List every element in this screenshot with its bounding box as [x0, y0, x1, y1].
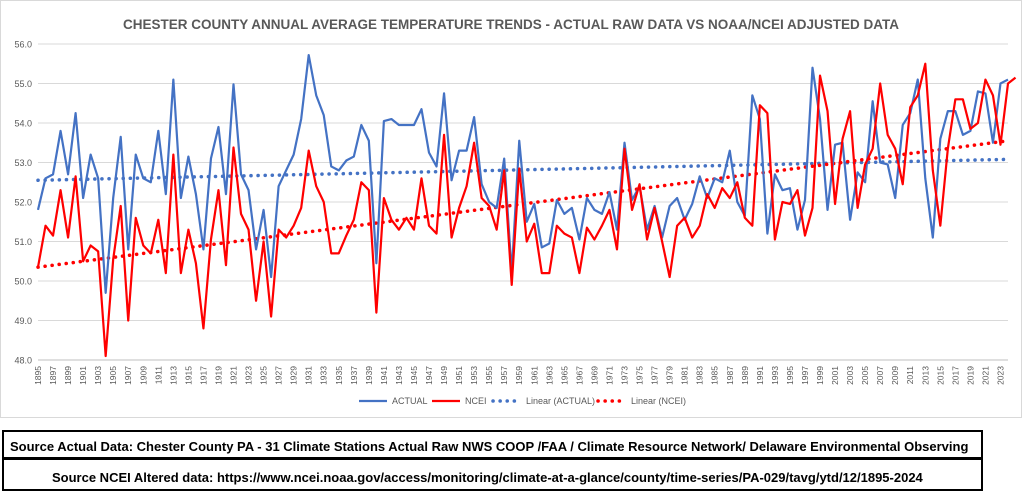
x-tick-label: 1957	[499, 366, 509, 385]
x-tick-label: 1971	[604, 366, 614, 385]
x-tick-label: 2021	[980, 366, 990, 385]
x-axis-ticks: 1895 1897 1899 1901 1903 1905 1907 1909 1911 1913…	[33, 359, 1008, 385]
x-tick-label: 2023	[995, 366, 1005, 385]
x-tick-label: 1905	[108, 366, 118, 385]
x-tick-label: 1895	[33, 366, 43, 385]
x-tick-label: 1897	[48, 366, 58, 385]
source-ncei-text: Source NCEI Altered data: https://www.nc…	[52, 470, 923, 485]
x-tick-label: 1955	[484, 366, 494, 385]
x-tick-label: 2019	[965, 366, 975, 385]
x-tick-label: 1959	[514, 366, 524, 385]
x-tick-label: 1963	[544, 366, 554, 385]
x-tick-label: 1979	[665, 366, 675, 385]
legend-label: NCEI	[465, 396, 487, 406]
x-tick-label: 1943	[394, 366, 404, 385]
x-tick-label: 1965	[559, 366, 569, 385]
x-tick-label: 1989	[740, 366, 750, 385]
x-tick-label: 1933	[319, 366, 329, 385]
y-axis-ticks: 48.0 49.0 50.0 51.0 52.0 53.0 54.0 55.0 56.0	[14, 40, 32, 366]
y-tick-label: 55.0	[14, 79, 32, 89]
x-tick-label: 1917	[198, 366, 208, 385]
temperature-chart: CHESTER COUNTY ANNUAL AVERAGE TEMPERATUR…	[14, 17, 1017, 406]
x-tick-label: 2017	[950, 366, 960, 385]
x-tick-label: 1997	[800, 366, 810, 385]
y-tick-label: 51.0	[14, 237, 32, 247]
y-tick-label: 49.0	[14, 316, 32, 326]
x-tick-label: 2001	[830, 366, 840, 385]
x-tick-label: 2009	[890, 366, 900, 385]
x-tick-label: 1999	[815, 366, 825, 385]
x-tick-label: 1927	[274, 366, 284, 385]
x-tick-label: 1973	[620, 366, 630, 385]
x-tick-label: 1901	[78, 366, 88, 385]
x-tick-label: 1945	[409, 366, 419, 385]
chart-frame	[0, 0, 1022, 418]
x-tick-label: 1941	[379, 366, 389, 385]
x-tick-label: 1913	[168, 366, 178, 385]
x-tick-label: 1931	[304, 366, 314, 385]
y-tick-label: 52.0	[14, 198, 32, 208]
y-tick-label: 50.0	[14, 277, 32, 287]
legend-label: Linear (NCEI)	[631, 396, 686, 406]
x-tick-label: 1985	[710, 366, 720, 385]
x-tick-label: 1929	[289, 366, 299, 385]
x-tick-label: 1977	[650, 366, 660, 385]
x-tick-label: 1981	[680, 366, 690, 385]
x-tick-label: 1911	[153, 366, 163, 385]
y-tick-label: 54.0	[14, 119, 32, 129]
y-tick-label: 53.0	[14, 158, 32, 168]
x-tick-label: 1899	[63, 366, 73, 385]
series-line-ncei	[36, 62, 1017, 358]
source-ncei-box: Source NCEI Altered data: https://www.nc…	[2, 458, 983, 491]
x-tick-label: 1939	[364, 366, 374, 385]
x-tick-label: 1991	[755, 366, 765, 385]
x-tick-label: 1923	[244, 366, 254, 385]
x-tick-label: 2005	[860, 366, 870, 385]
x-tick-label: 1993	[770, 366, 780, 385]
x-tick-label: 1975	[635, 366, 645, 385]
x-tick-label: 1951	[454, 366, 464, 385]
x-tick-label: 1919	[213, 366, 223, 385]
x-tick-label: 1983	[695, 366, 705, 385]
x-tick-label: 1987	[725, 366, 735, 385]
source-actual-box: Source Actual Data: Chester County PA - …	[2, 430, 983, 469]
y-tick-label: 48.0	[14, 356, 32, 366]
x-tick-label: 1921	[229, 366, 239, 385]
x-tick-label: 1903	[93, 366, 103, 385]
x-tick-label: 1995	[785, 366, 795, 385]
x-tick-label: 1961	[529, 366, 539, 385]
x-tick-label: 2003	[845, 366, 855, 385]
x-tick-label: 2013	[920, 366, 930, 385]
x-tick-label: 1953	[469, 366, 479, 385]
x-tick-label: 1915	[183, 366, 193, 385]
x-tick-label: 1937	[349, 366, 359, 385]
x-tick-label: 1907	[123, 366, 133, 385]
x-tick-label: 2015	[935, 366, 945, 385]
series-line-actual	[36, 53, 1009, 294]
chart-title: CHESTER COUNTY ANNUAL AVERAGE TEMPERATUR…	[123, 17, 899, 32]
x-tick-label: 1925	[259, 366, 269, 385]
x-tick-label: 1967	[574, 366, 584, 385]
x-tick-label: 1947	[424, 366, 434, 385]
x-tick-label: 1935	[334, 366, 344, 385]
data-series	[36, 53, 1017, 358]
x-tick-label: 1949	[439, 366, 449, 385]
legend-label: ACTUAL	[392, 396, 428, 406]
x-tick-label: 2007	[875, 366, 885, 385]
legend-label: Linear (ACTUAL)	[526, 396, 595, 406]
legend: ACTUAL NCEI Linear (ACTUAL) Linear (NCEI)	[359, 396, 686, 406]
y-tick-label: 56.0	[14, 40, 32, 50]
x-tick-label: 2011	[905, 366, 915, 385]
x-tick-label: 1969	[589, 366, 599, 385]
trend-line-actual	[36, 157, 1010, 183]
x-tick-label: 1909	[138, 366, 148, 385]
